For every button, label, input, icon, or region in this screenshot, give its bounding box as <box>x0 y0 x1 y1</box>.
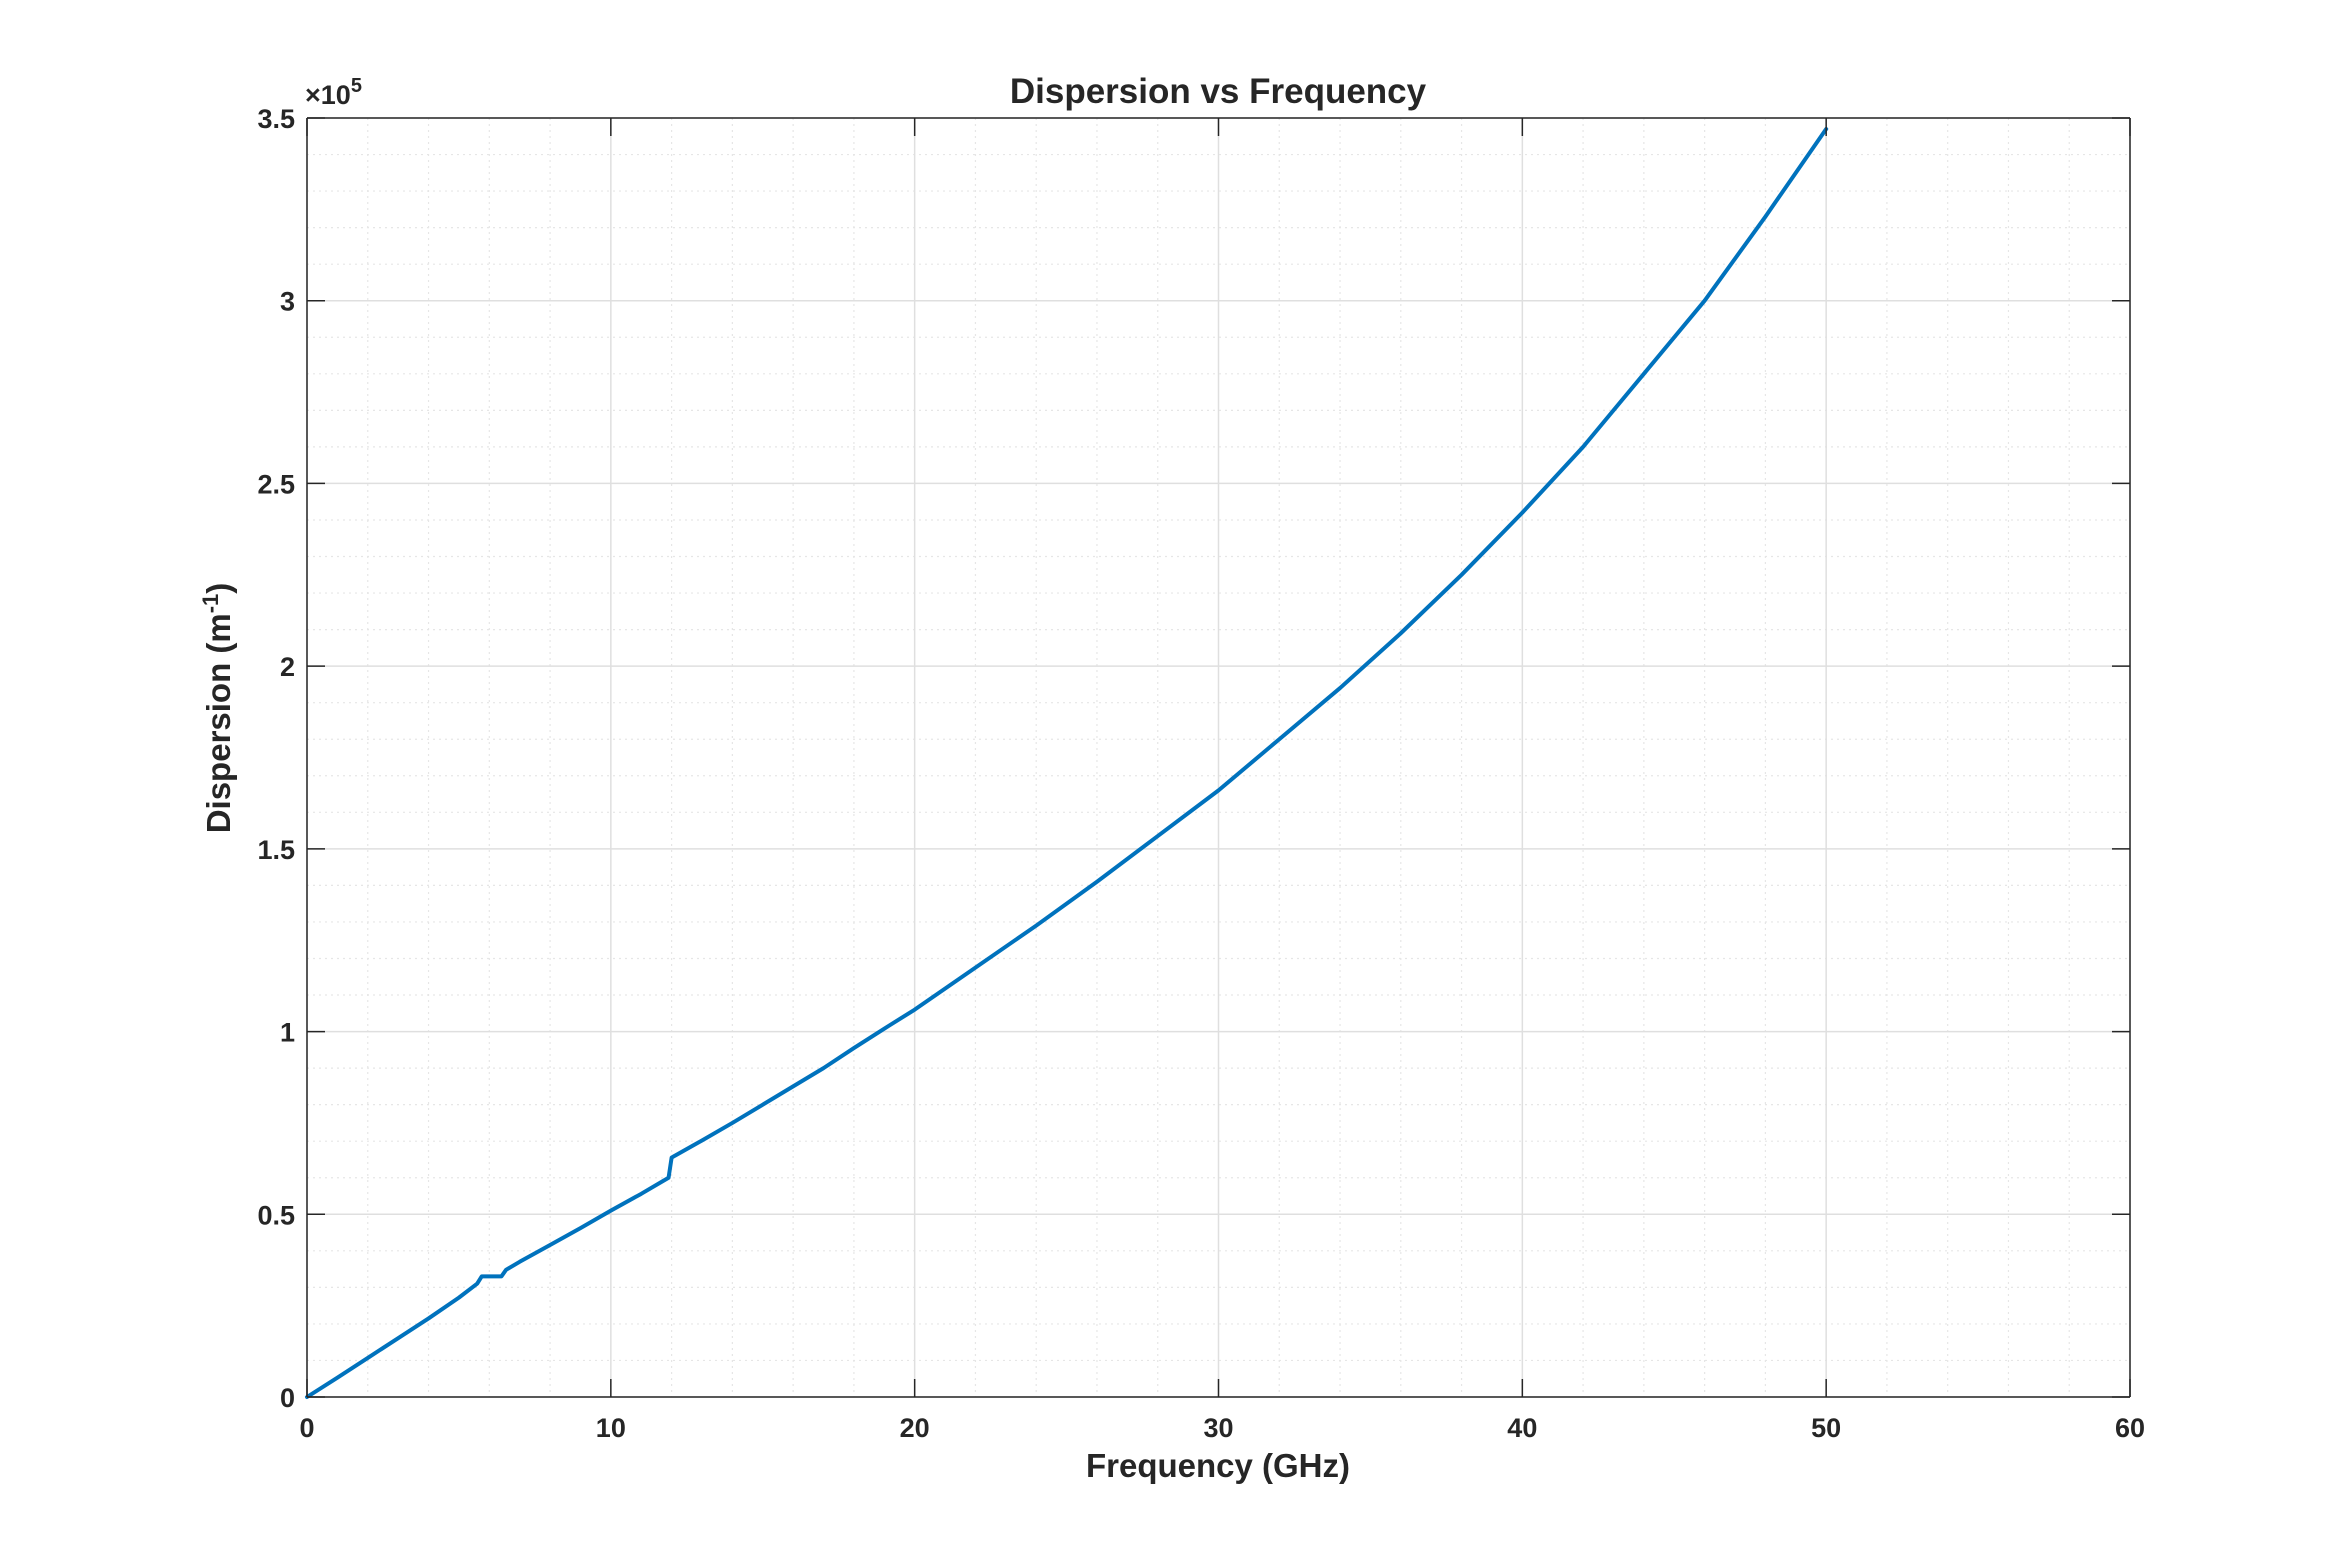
y-axis-label-superscript: -1 <box>198 594 223 614</box>
y-tick-label: 3.5 <box>257 104 295 134</box>
x-tick-label: 60 <box>2115 1413 2145 1443</box>
y-exponent-label: ×105 <box>305 75 362 110</box>
chart-title: Dispersion vs Frequency <box>1010 72 1427 111</box>
y-tick-label: 2 <box>280 652 295 682</box>
x-tick-label: 50 <box>1811 1413 1841 1443</box>
x-tick-label: 0 <box>299 1413 314 1443</box>
y-exponent-prefix: ×10 <box>305 80 351 110</box>
y-axis-label: Dispersion (m-1) <box>198 583 237 834</box>
series-line-0 <box>305 126 1829 1399</box>
ticks-layer <box>306 117 2131 1398</box>
series-layer <box>305 126 1829 1399</box>
y-tick-label: 3 <box>280 287 295 317</box>
y-tick-label: 0 <box>280 1383 295 1413</box>
y-exponent-power: 5 <box>351 75 362 97</box>
x-tick-label: 20 <box>900 1413 930 1443</box>
y-tick-label: 0.5 <box>257 1200 295 1230</box>
y-axis-label-end: ) <box>200 583 237 594</box>
y-tick-label: 2.5 <box>257 469 295 499</box>
x-axis-label: Frequency (GHz) <box>1086 1447 1350 1484</box>
y-tick-label: 1 <box>280 1018 295 1048</box>
y-tick-label: 1.5 <box>257 835 295 865</box>
y-axis-label-main: Dispersion (m <box>200 613 237 833</box>
x-tick-label: 10 <box>596 1413 626 1443</box>
x-tick-label: 30 <box>1203 1413 1233 1443</box>
x-tick-label: 40 <box>1507 1413 1537 1443</box>
tick-labels: 0 10 20 30 40 50 60 0 0.5 1 1.5 2 2.5 3 3.5 <box>257 104 2145 1443</box>
